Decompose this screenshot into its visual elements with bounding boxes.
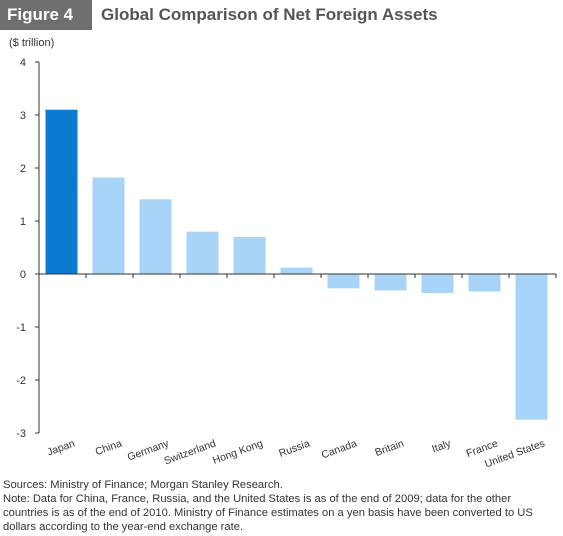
bar — [233, 236, 266, 274]
bar — [374, 274, 407, 291]
x-category-label: Russia — [277, 437, 311, 459]
x-category-label: Britain — [373, 437, 405, 459]
x-category-label: Italy — [430, 437, 453, 455]
sources-text: Sources: Ministry of Finance; Morgan Sta… — [3, 479, 283, 491]
y-tick-label: 4 — [20, 57, 26, 69]
y-tick-label: 1 — [20, 216, 26, 228]
bar — [515, 274, 548, 420]
y-tick-label: 3 — [20, 110, 26, 122]
bar — [327, 274, 360, 289]
y-tick-label: -2 — [16, 375, 26, 387]
bar — [139, 199, 172, 274]
chart-footer: Sources: Ministry of Finance; Morgan Sta… — [3, 478, 559, 534]
x-category-label: Switzerland — [162, 437, 217, 467]
y-axis-unit-label: ($ trillion) — [9, 37, 55, 49]
x-category-label: Japan — [46, 437, 77, 458]
y-tick-label: 0 — [20, 269, 26, 281]
figure-badge: Figure 4 — [0, 0, 92, 30]
bar — [421, 274, 454, 294]
bar — [92, 177, 125, 274]
bar — [280, 267, 313, 274]
x-category-label: Hong Kong — [211, 437, 265, 466]
bar — [468, 274, 501, 292]
bar — [45, 109, 78, 274]
figure-title: Global Comparison of Net Foreign Assets — [101, 5, 438, 24]
y-tick-label: 2 — [20, 163, 26, 175]
note-text: Note: Data for China, France, Russia, an… — [3, 493, 533, 533]
figure-header: Figure 4 Global Comparison of Net Foreig… — [0, 0, 563, 34]
x-category-label: China — [94, 437, 124, 458]
y-tick-label: -3 — [16, 428, 26, 440]
y-tick-label: -1 — [16, 322, 26, 334]
x-category-label: Canada — [320, 437, 359, 461]
bar — [186, 231, 219, 274]
